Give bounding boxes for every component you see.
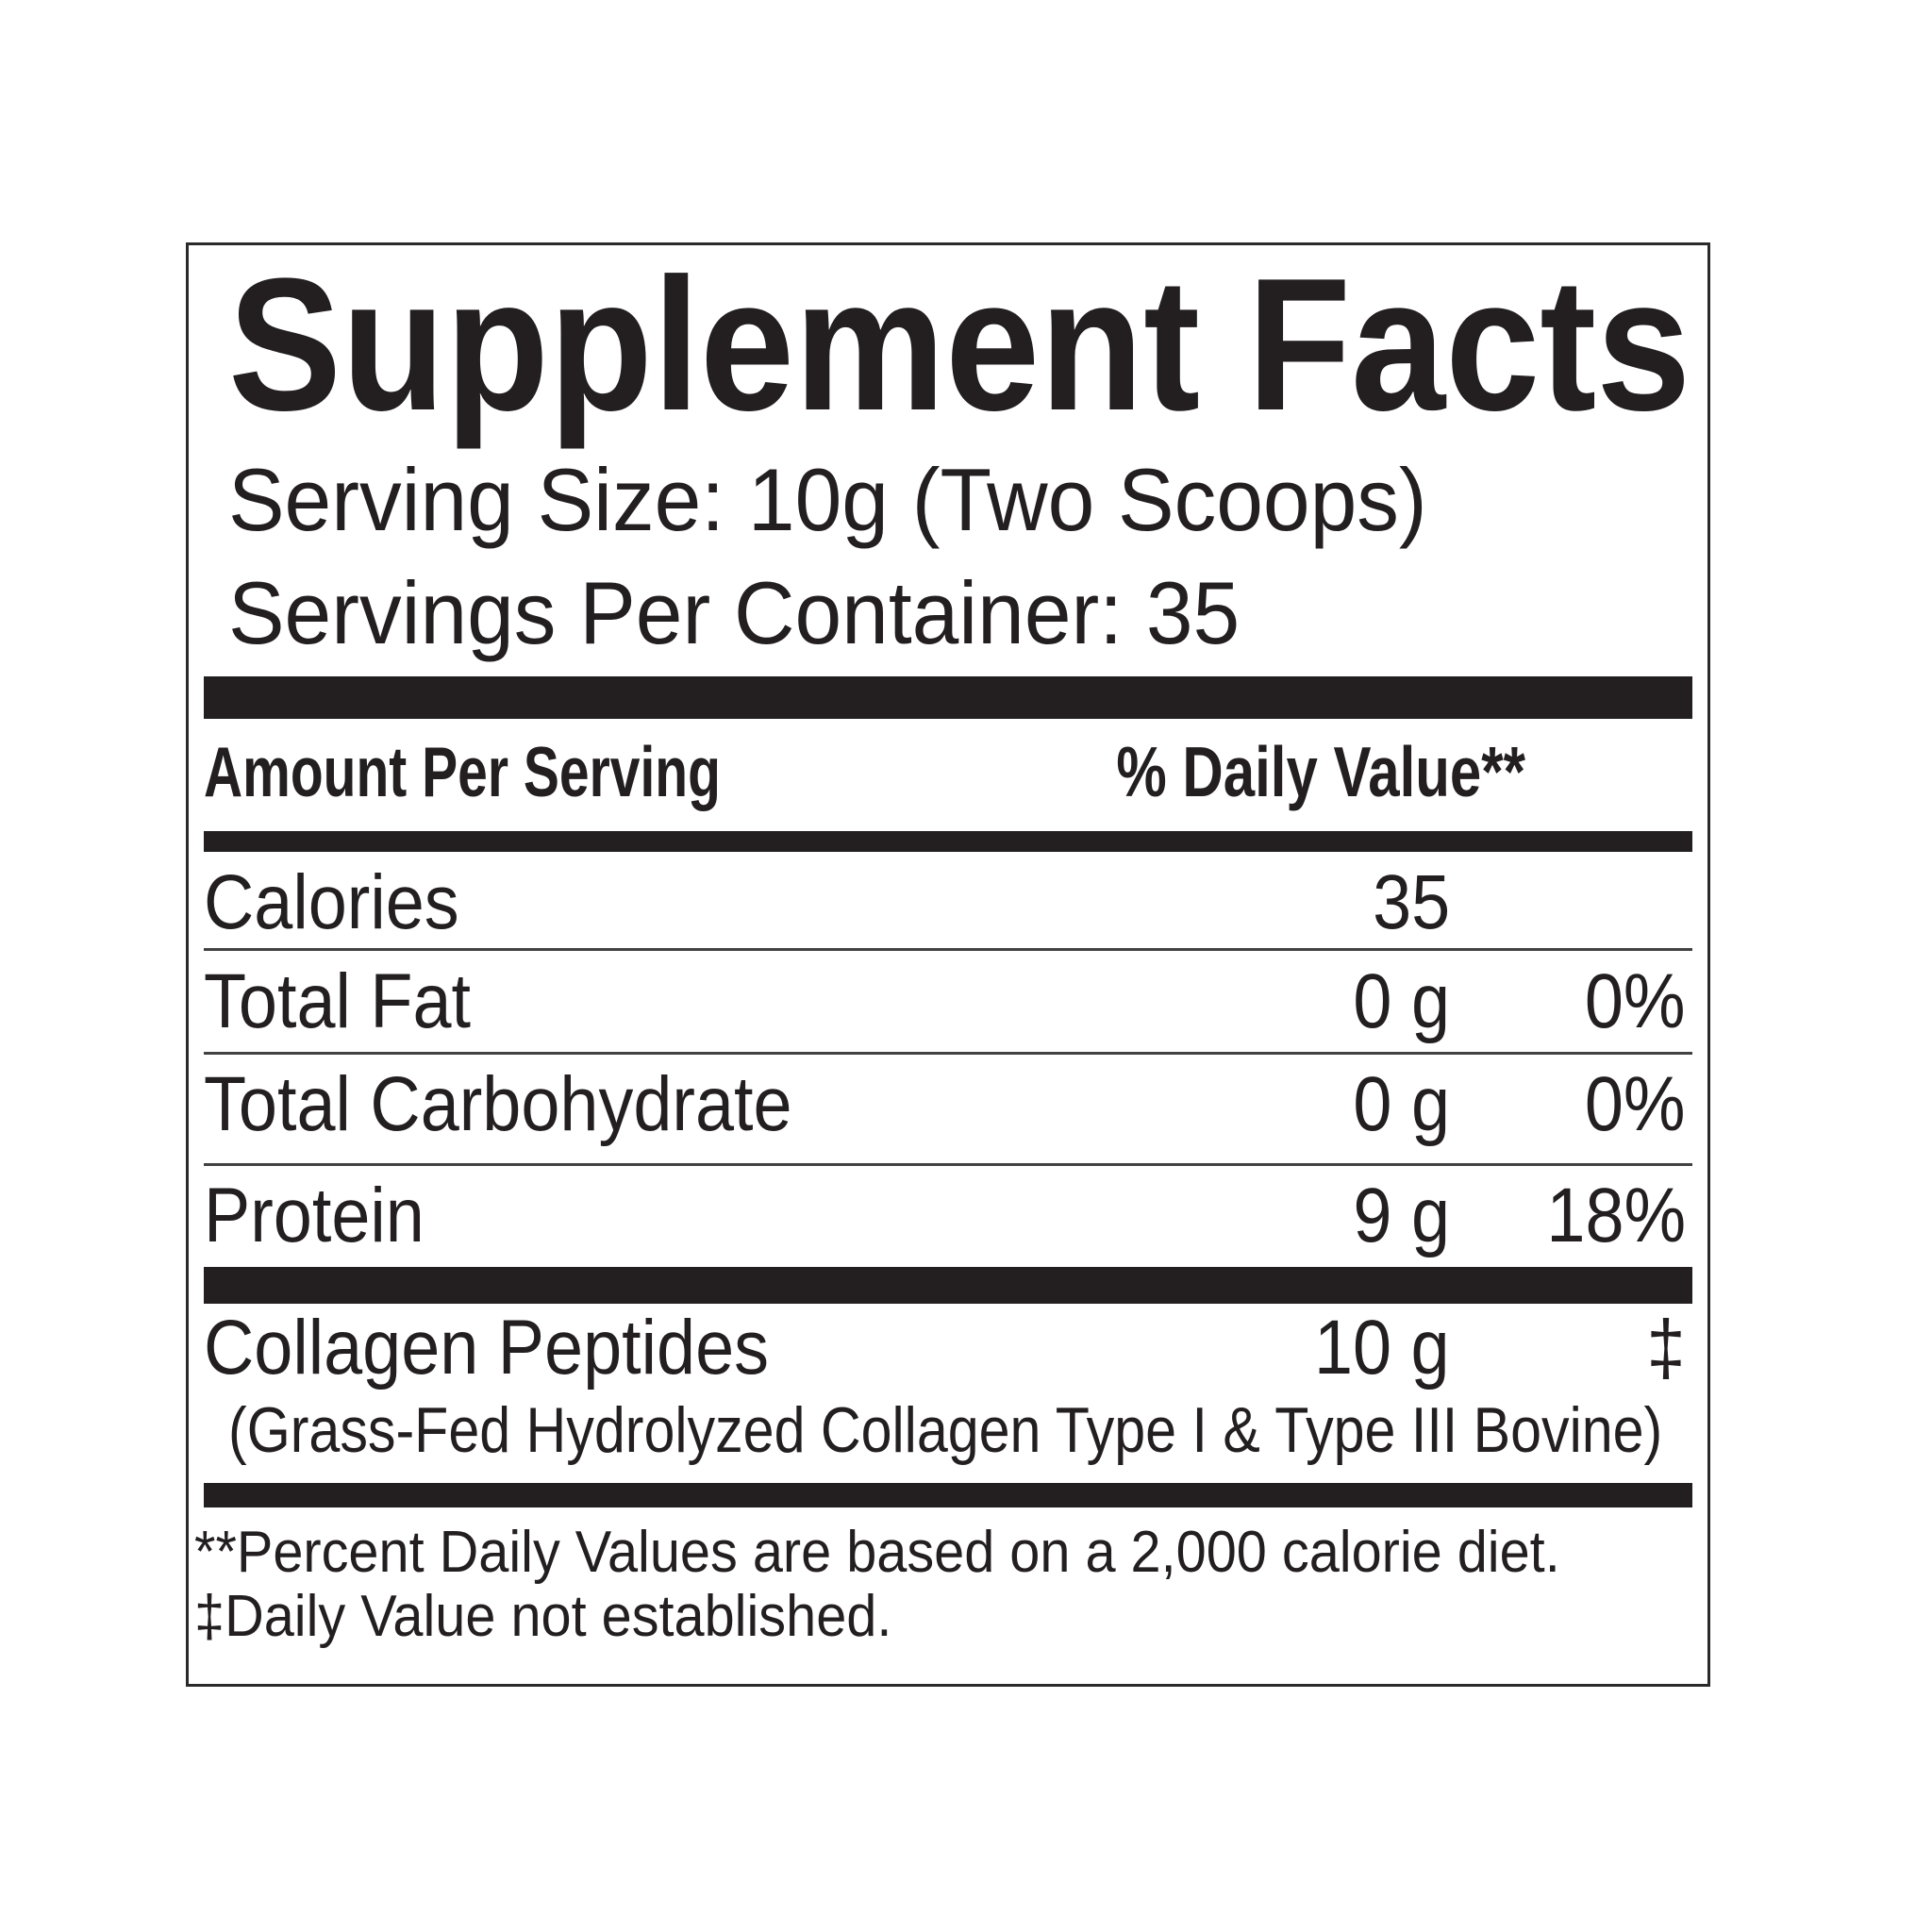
nutrient-row-total-carbohydrate: Total Carbohydrate 0 g 0% bbox=[189, 1066, 1707, 1164]
divider-bar-ingredients bbox=[204, 1267, 1692, 1304]
supplement-facts-panel: Supplement Facts Serving Size: 10g (Two … bbox=[186, 242, 1710, 1687]
nutrient-row-total-fat: Total Fat 0 g 0% bbox=[189, 963, 1707, 1061]
nutrient-daily-value: 18% bbox=[1546, 1173, 1686, 1258]
row-separator bbox=[204, 1163, 1692, 1166]
row-separator bbox=[204, 1052, 1692, 1055]
nutrient-amount: 35 bbox=[1372, 859, 1450, 945]
nutrient-row-protein: Protein 9 g 18% bbox=[189, 1177, 1707, 1275]
nutrient-name: Protein bbox=[204, 1173, 425, 1258]
ingredient-amount: 10 g bbox=[1314, 1305, 1450, 1391]
ingredient-detail: (Grass-Fed Hydrolyzed Collagen Type I & … bbox=[228, 1394, 1663, 1466]
row-separator bbox=[204, 948, 1692, 951]
ingredient-daily-value: ‡ bbox=[1646, 1305, 1686, 1391]
ingredient-name: Collagen Peptides bbox=[204, 1305, 770, 1391]
column-header-daily-value: % Daily Value** bbox=[1116, 732, 1525, 811]
ingredient-row-collagen-peptides: Collagen Peptides 10 g ‡ bbox=[189, 1309, 1707, 1407]
nutrient-name: Total Carbohydrate bbox=[204, 1061, 792, 1147]
nutrient-amount: 9 g bbox=[1353, 1173, 1450, 1258]
panel-title: Supplement Facts bbox=[228, 240, 1691, 450]
nutrient-name: Total Fat bbox=[204, 958, 472, 1044]
nutrient-name: Calories bbox=[204, 859, 459, 945]
nutrient-daily-value: 0% bbox=[1585, 958, 1686, 1044]
nutrient-row-calories: Calories 35 bbox=[189, 864, 1707, 962]
divider-bar-footnotes bbox=[204, 1483, 1692, 1507]
serving-size-line: Serving Size: 10g (Two Scoops) bbox=[228, 450, 1427, 549]
divider-bar-header bbox=[204, 831, 1692, 852]
nutrient-amount: 0 g bbox=[1353, 958, 1450, 1044]
divider-bar-top bbox=[204, 676, 1692, 719]
nutrient-daily-value: 0% bbox=[1585, 1061, 1686, 1147]
footnote-percent-daily-values: **Percent Daily Values are based on a 2,… bbox=[194, 1520, 1560, 1585]
footnote-daily-value-not-established: ‡Daily Value not established. bbox=[194, 1584, 892, 1649]
nutrient-amount: 0 g bbox=[1353, 1061, 1450, 1147]
servings-per-container-line: Servings Per Container: 35 bbox=[228, 563, 1241, 662]
column-header-amount-per-serving: Amount Per Serving bbox=[204, 732, 721, 811]
